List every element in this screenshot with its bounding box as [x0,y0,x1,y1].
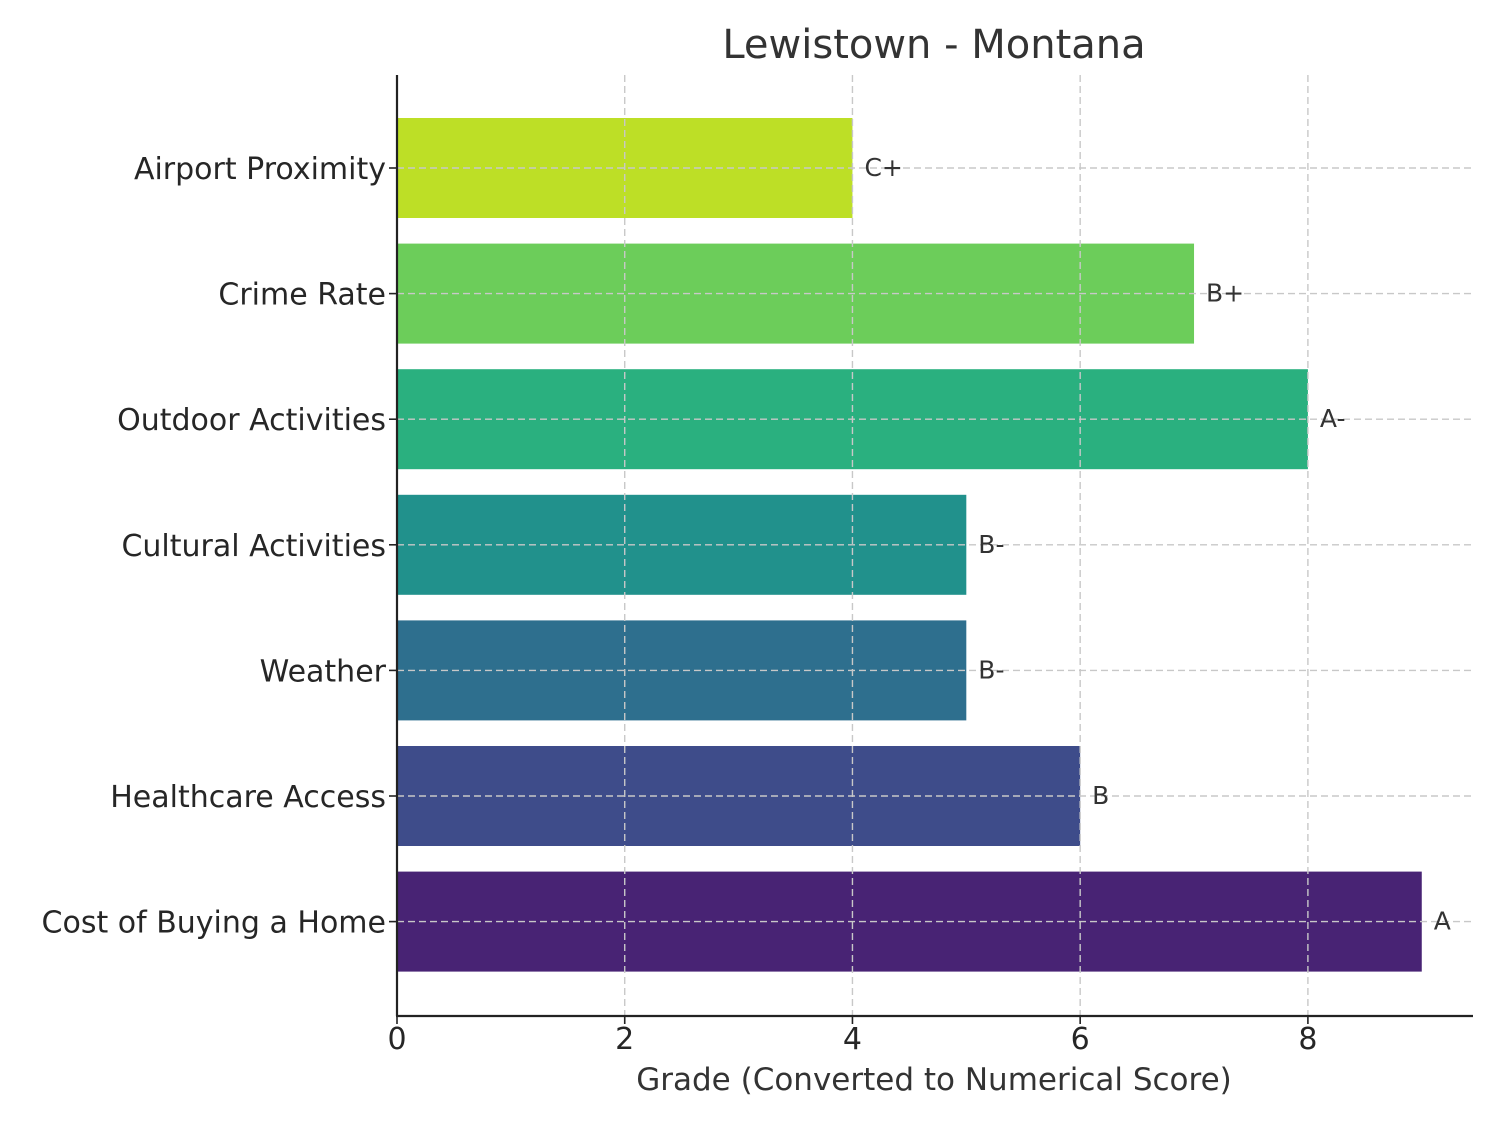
x-tick-label: 8 [1298,1022,1317,1057]
category-label-healthcare-access: Healthcare Access [110,780,386,815]
data-label-airport-proximity: C+ [864,153,902,182]
data-label-cultural-activities: B- [978,530,1004,559]
chart-title: Lewistown - Montana [722,22,1145,68]
data-labels: C+ B+ A- B- B- B A [864,153,1450,936]
data-label-healthcare-access: B [1092,781,1109,810]
x-axis-label: Grade (Converted to Numerical Score) [636,1062,1232,1098]
gridlines [397,75,1473,1016]
x-tick-label: 4 [843,1022,862,1057]
x-tick-label: 2 [615,1022,634,1057]
bar-weather [397,620,967,721]
category-label-weather: Weather [260,654,387,689]
x-ticks: 0 2 4 6 8 [387,1016,1317,1057]
y-category-labels: Airport Proximity Crime Rate Outdoor Activ… [42,152,397,941]
data-label-outdoor-activities: A- [1320,404,1346,433]
x-tick-label: 0 [387,1022,406,1057]
x-tick-label: 6 [1071,1022,1090,1057]
category-label-airport-proximity: Airport Proximity [134,152,386,187]
category-label-cultural-activities: Cultural Activities [121,529,386,564]
data-label-cost-of-buying-a-home: A [1434,907,1451,936]
data-label-crime-rate: B+ [1206,279,1244,308]
bar-cultural-activities [397,494,967,595]
category-label-cost-of-buying-a-home: Cost of Buying a Home [42,906,386,941]
category-label-outdoor-activities: Outdoor Activities [117,403,386,438]
data-label-weather: B- [978,655,1004,684]
category-label-crime-rate: Crime Rate [218,278,386,313]
